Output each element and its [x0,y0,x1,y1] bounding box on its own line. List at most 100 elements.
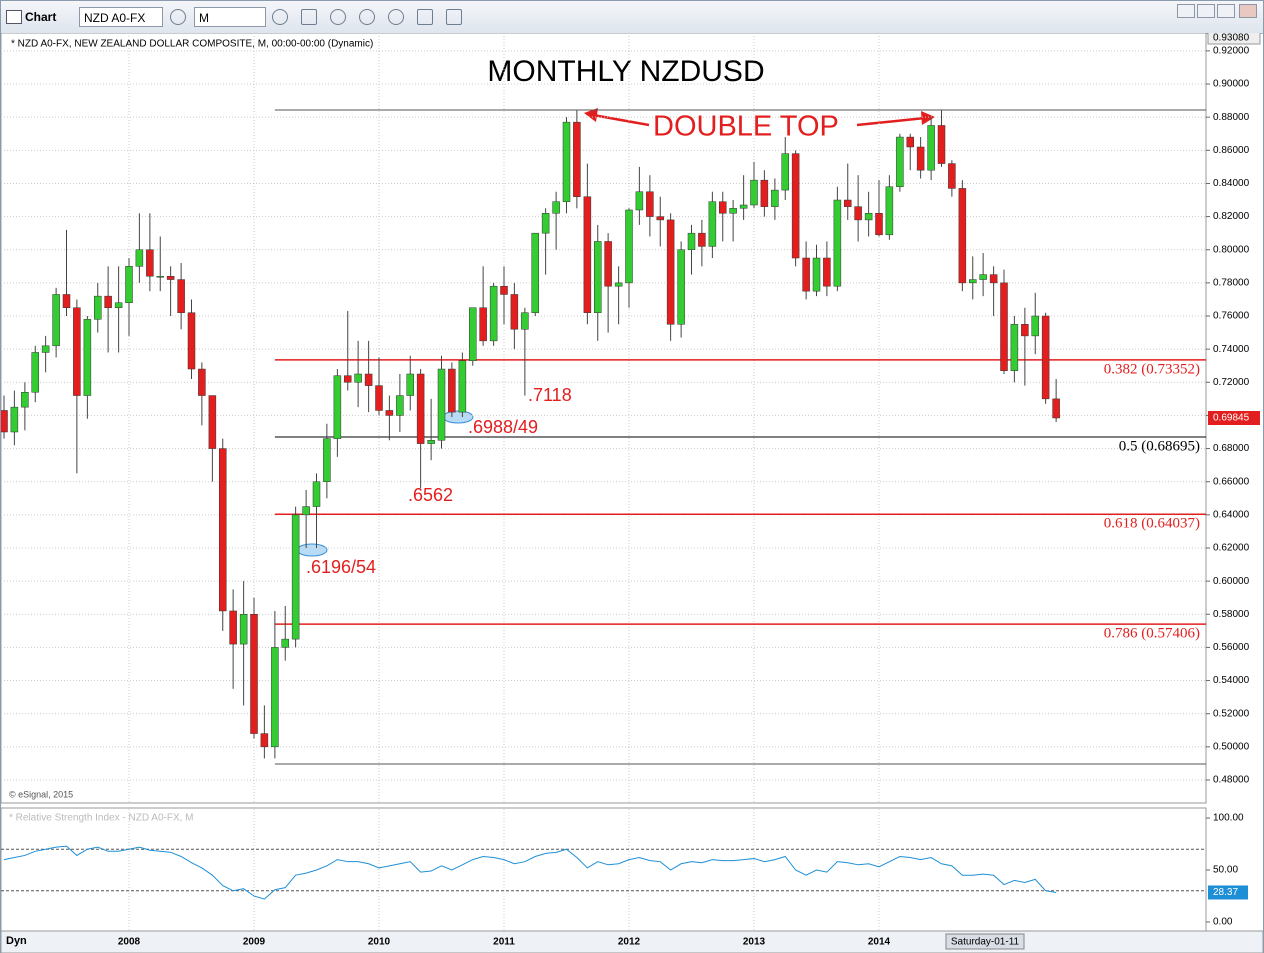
y-tick-label: 0.78000 [1213,278,1250,289]
y-tick-label: 0.58000 [1213,609,1250,620]
y-tick-label: 0.72000 [1213,377,1250,388]
tick-label-box [1207,33,1261,45]
y-tick-label: 0.90000 [1213,79,1250,90]
candle-body [500,285,508,295]
close-button[interactable] [1239,4,1257,18]
candle-body [708,201,717,247]
candle-body [62,294,71,308]
y-tick-label: 0.62000 [1213,543,1250,554]
candle-body [333,375,342,439]
y-tick-label: 0.64000 [1213,509,1250,520]
double-top-arrows [584,108,935,127]
candle-body [10,406,19,433]
candle-body [531,232,539,313]
candle-body [864,213,873,221]
link-tool[interactable] [417,9,433,25]
candle-body [802,257,810,292]
interval-input[interactable]: M [194,7,266,27]
y-tick-label: 0.86000 [1213,145,1250,156]
y-tick-label: 0.56000 [1213,642,1250,653]
candle-body [646,191,654,217]
candle-body [416,373,425,444]
candle-body [958,188,967,284]
y-tick-label: 0.60000 [1213,576,1250,587]
candle-body [1052,398,1060,419]
symbol-input[interactable]: NZD A0-FX [79,7,163,27]
candle-body [521,312,529,330]
candle-body [969,279,977,284]
candle-body [625,209,633,284]
candle-body [41,345,50,353]
restore-button[interactable] [1197,4,1215,18]
candle-body [833,199,842,287]
annotation: .6988/49 [468,417,538,437]
candle-body [1041,315,1050,400]
candle-body [823,257,831,287]
fib-label: 0.786 (0.57406) [1104,626,1200,642]
x-tick-label: 2008 [118,937,141,948]
study-tool[interactable] [330,9,346,25]
cursor-date-box [945,933,1025,950]
x-axis-mode[interactable]: Dyn [6,935,27,947]
candle-body [812,257,821,292]
candle-body [291,514,300,640]
candle-body [177,279,185,313]
annotation: DOUBLE TOP [653,111,839,143]
candle-body [448,368,456,413]
candle-body [760,179,769,207]
arrow [856,116,926,127]
candle-body [739,204,748,209]
rsi-title: * Relative Strength Index - NZD A0-FX, M [9,813,194,824]
chart-title: MONTHLY NZDUSD [487,55,764,88]
comment-tool[interactable] [446,9,462,25]
candle-body [906,136,914,148]
candle-body [896,136,904,188]
candle-body [489,285,498,342]
candle-body [510,294,519,330]
maximize-button[interactable] [1217,4,1235,18]
y-tick-label: 0.48000 [1213,775,1250,786]
x-tick-label: 2009 [243,937,266,948]
candle-body [854,206,862,221]
y-tick-label: 0.84000 [1213,178,1250,189]
candle-body [552,201,560,214]
y-tick-label: 50.00 [1213,865,1238,876]
candle-body [385,410,394,416]
candle-body [781,153,789,191]
candle-body [1031,315,1039,337]
candle-body [239,614,248,645]
draw-tool[interactable] [301,9,317,25]
candle-body [844,199,852,207]
candle-body [271,647,279,748]
play-tool[interactable] [359,9,375,25]
candle-body [687,232,696,250]
fib-label: 0.5 (0.68695) [1119,438,1200,454]
candle-body [94,295,102,320]
y-tick-label: 0.68000 [1213,443,1250,454]
interval-button[interactable] [272,9,288,25]
candle-body [1,410,8,433]
candle-body [656,216,664,221]
candle-body [406,373,414,396]
last-price: 0.69845 [1213,413,1250,424]
candle-body [458,360,467,413]
last-rsi: 28.37 [1213,887,1238,898]
candle-body [666,219,675,325]
alert-tool[interactable] [388,9,404,25]
y-tick-label: 0.52000 [1213,708,1250,719]
annotation: .6196/54 [306,557,376,577]
toolbar: Chart NZD A0-FX M [1,1,1263,34]
symbol-button[interactable] [170,9,186,25]
candle-body [396,395,404,416]
candle-body [594,241,602,313]
rsi-pane [1,807,1207,932]
candle-body [323,438,331,482]
candle-body [187,312,196,370]
minimize-button[interactable] [1177,4,1195,18]
y-tick-label: 0.74000 [1213,344,1250,355]
source: © eSignal, 2015 [9,789,73,799]
candle-body [989,274,998,284]
candle-body [125,266,133,304]
y-tick-label: 0.80000 [1213,244,1250,255]
fib-label: 0.618 (0.64037) [1104,516,1200,532]
